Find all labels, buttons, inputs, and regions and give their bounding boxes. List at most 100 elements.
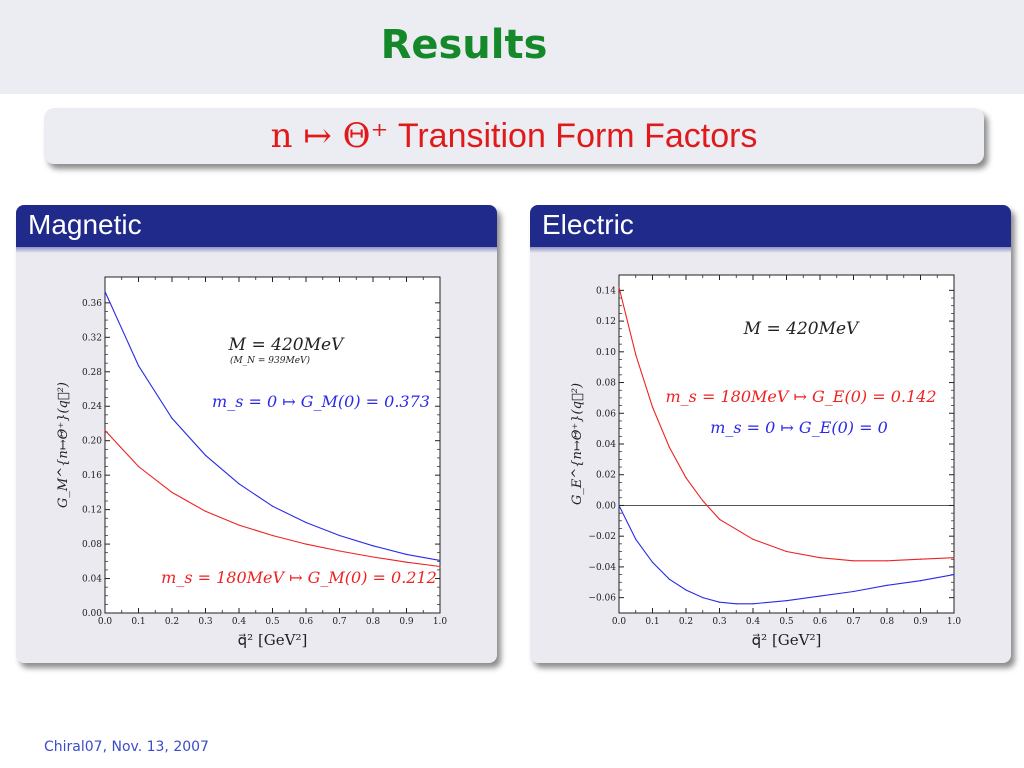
series-point xyxy=(204,454,207,456)
series-point xyxy=(651,406,654,408)
series-point xyxy=(104,291,106,293)
y-tick-label: 0.08 xyxy=(596,379,616,389)
series-point xyxy=(702,597,704,599)
series-point xyxy=(405,561,408,563)
y-tick-label: 0.06 xyxy=(596,409,616,419)
subtitle-label: Transition Form Factors xyxy=(397,117,758,155)
x-tick-label: 0.8 xyxy=(880,617,895,627)
x-tick-label: 0.3 xyxy=(712,617,727,627)
series-point xyxy=(919,580,922,582)
magnetic-block-title: Magnetic xyxy=(16,205,497,247)
x-tick-label: 0.4 xyxy=(232,617,247,627)
y-axis-label: G_E^{n↦Θ⁺}(q⃗²) xyxy=(570,383,585,505)
electric-block: Electric 0.0 0.1 0.2 0.3 0.4 0.5 0.6 0.7 0.8 0.9 1… xyxy=(530,205,1011,663)
y-tick-label: −0.06 xyxy=(588,594,616,604)
y-tick-label: 0.04 xyxy=(596,440,616,450)
series-point xyxy=(718,518,721,520)
series-point xyxy=(338,550,341,552)
x-tick-label: 0.2 xyxy=(165,617,179,627)
x-axis-label: q⃗² [GeV²] xyxy=(752,631,822,649)
series-point xyxy=(171,417,173,419)
x-tick-label: 0.3 xyxy=(198,617,213,627)
header-band xyxy=(0,0,1024,94)
series-point xyxy=(104,429,106,431)
x-tick-label: 0.0 xyxy=(98,617,113,627)
magnetic-chart: 0.0 0.1 0.2 0.3 0.4 0.5 0.6 0.7 0.8 0.9 1.0 0.00 0.0… xyxy=(56,276,447,649)
series-label-1: m_s = 180MeV ↦ G_E(0) = 0.142 xyxy=(666,387,937,406)
x-tick-label: 0.4 xyxy=(746,617,761,627)
y-tick-label: 0.08 xyxy=(82,540,102,550)
series-point xyxy=(271,505,274,507)
series-point xyxy=(953,574,955,576)
y-tick-label: 0.36 xyxy=(82,299,102,309)
x-tick-label: 0.0 xyxy=(612,617,627,627)
y-axis-label: G_M^{n↦Θ⁺}(q⃗²) xyxy=(56,382,71,508)
series-point xyxy=(137,365,140,367)
series-point xyxy=(439,565,441,568)
series-point xyxy=(204,510,207,512)
series-label-1: m_s = 0 ↦ G_M(0) = 0.373 xyxy=(212,392,430,411)
series-point xyxy=(886,560,888,562)
x-tick-label: 0.9 xyxy=(399,617,414,627)
series-point xyxy=(785,600,788,602)
series-point xyxy=(618,504,620,507)
x-tick-label: 0.9 xyxy=(913,617,928,627)
series-point xyxy=(405,553,408,555)
subtitle: n ↦ Θ⁺ Transition Form Factors xyxy=(44,116,984,156)
subtitle-math: n ↦ Θ⁺ xyxy=(270,116,389,156)
series-point xyxy=(668,446,670,448)
y-tick-label: 0.24 xyxy=(82,402,102,412)
series-point xyxy=(702,500,704,502)
x-tick-label: 0.6 xyxy=(299,617,314,627)
series-point xyxy=(372,545,374,547)
series-point xyxy=(171,491,173,493)
y-tick-label: 0.20 xyxy=(82,437,102,447)
series-point xyxy=(718,601,721,603)
x-tick-label: 1.0 xyxy=(947,617,962,627)
series-label-2: m_s = 0 ↦ G_E(0) = 0 xyxy=(710,418,888,437)
magnetic-block: Magnetic 0.0 0.1 0.2 0.3 0.4 0.5 0.6 0.7 0.8 0.9 1… xyxy=(16,205,497,663)
x-tick-label: 0.6 xyxy=(813,617,828,627)
series-point xyxy=(752,538,754,540)
series-point xyxy=(305,543,307,545)
y-tick-label: 0.16 xyxy=(82,471,102,481)
series-point xyxy=(785,550,788,553)
x-tick-label: 0.2 xyxy=(679,617,693,627)
series-line-1 xyxy=(618,287,955,562)
series-point xyxy=(819,595,821,597)
series-point xyxy=(668,578,670,580)
y-tick-label: 0.02 xyxy=(596,471,616,481)
y-tick-label: 0.28 xyxy=(82,368,102,378)
annotation: (M_N = 939MeV) xyxy=(230,355,311,366)
x-tick-label: 0.7 xyxy=(846,617,861,627)
footer: Chiral07, Nov. 13, 2007 xyxy=(44,739,209,755)
y-tick-label: −0.04 xyxy=(588,563,616,573)
x-tick-label: 0.1 xyxy=(131,617,145,627)
y-tick-label: 0.12 xyxy=(82,506,102,516)
series-point xyxy=(635,538,637,540)
series-point xyxy=(372,556,374,558)
series-point xyxy=(238,524,240,526)
series-point xyxy=(439,559,441,561)
x-axis-label: q⃗² [GeV²] xyxy=(238,631,308,649)
series-point xyxy=(685,589,687,591)
y-tick-label: 0.12 xyxy=(596,317,616,327)
y-tick-label: 0.00 xyxy=(596,501,616,511)
series-point xyxy=(305,521,307,524)
y-tick-label: 0.10 xyxy=(596,348,616,358)
y-tick-label: 0.32 xyxy=(82,333,102,343)
x-tick-label: 0.8 xyxy=(366,617,381,627)
annotation: M = 420MeV xyxy=(743,319,860,339)
plot-area xyxy=(104,276,441,614)
annotation: M = 420MeV xyxy=(228,335,345,355)
series-point xyxy=(137,465,140,468)
series-point xyxy=(852,590,855,593)
x-tick-label: 0.5 xyxy=(265,617,280,627)
series-point xyxy=(338,534,341,537)
block-head-shade xyxy=(530,247,1011,253)
series-point xyxy=(635,354,637,356)
series-point xyxy=(953,557,955,559)
block-head-shade xyxy=(16,247,497,253)
x-tick-label: 0.7 xyxy=(332,617,347,627)
series-point xyxy=(238,483,240,485)
